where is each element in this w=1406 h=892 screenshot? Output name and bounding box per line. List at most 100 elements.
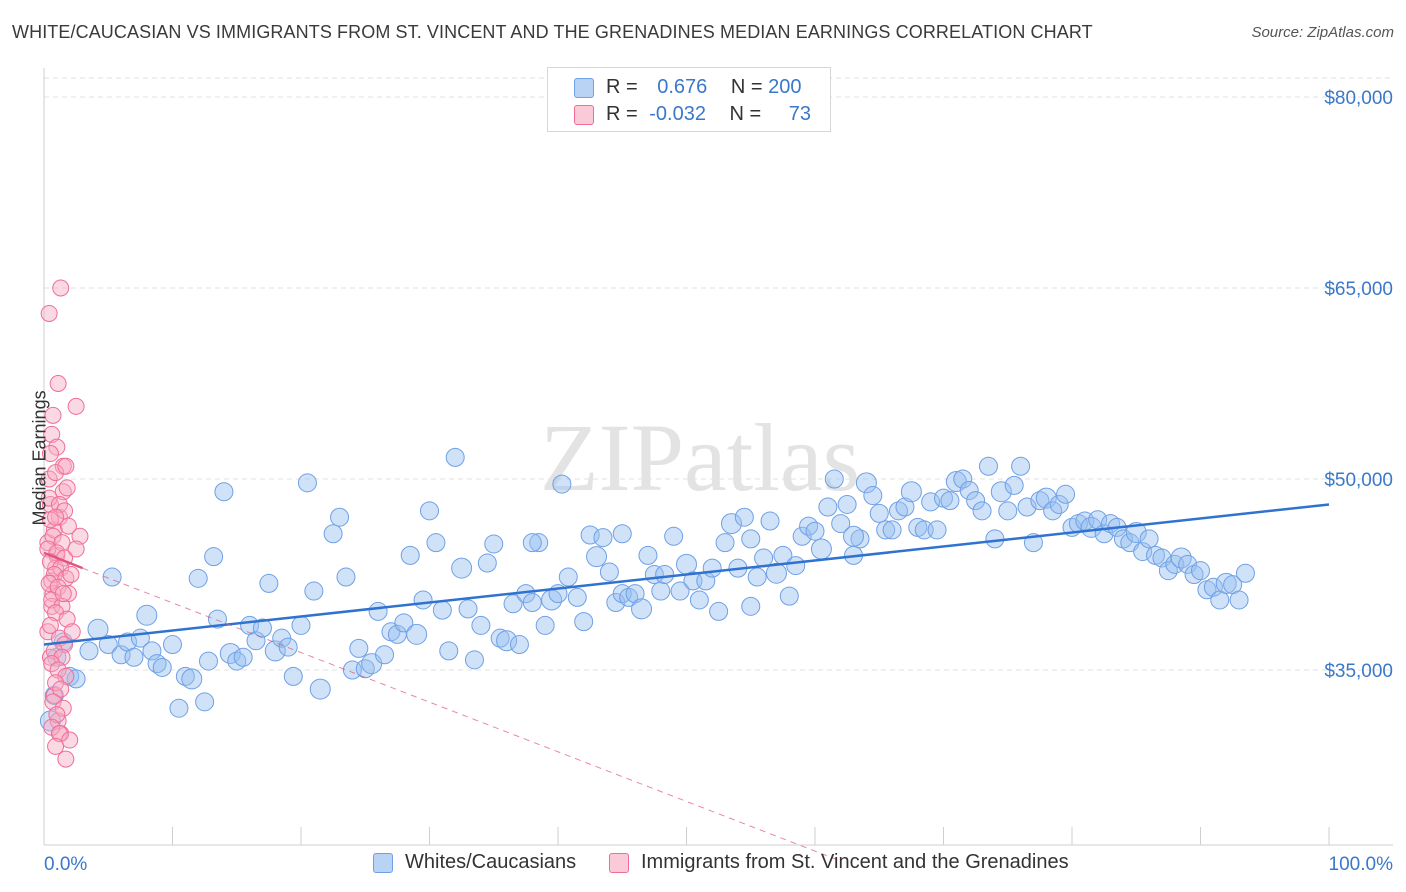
data-point-whites bbox=[567, 587, 587, 607]
data-point-whites bbox=[66, 669, 86, 689]
data-point-svg bbox=[61, 731, 79, 749]
data-point-svg bbox=[49, 375, 67, 392]
bottom-legend-swatch-whites bbox=[373, 853, 393, 873]
data-point-whites bbox=[765, 562, 787, 584]
data-point-whites bbox=[689, 590, 709, 610]
legend-swatch-svg bbox=[574, 105, 594, 125]
data-point-whites bbox=[799, 516, 819, 536]
data-point-whites bbox=[786, 556, 806, 576]
data-point-whites bbox=[631, 598, 653, 620]
data-point-whites bbox=[204, 547, 224, 567]
data-point-whites bbox=[309, 678, 331, 700]
bottom-legend-swatch-svg bbox=[609, 853, 629, 873]
data-point-whites bbox=[1035, 487, 1057, 509]
data-point-whites bbox=[163, 635, 182, 655]
data-point-whites bbox=[837, 494, 857, 514]
data-point-whites bbox=[558, 567, 578, 587]
data-point-whites bbox=[432, 600, 452, 620]
data-point-whites bbox=[451, 557, 473, 579]
data-point-whites bbox=[900, 481, 922, 503]
data-point-whites bbox=[552, 474, 572, 494]
data-point-whites bbox=[169, 698, 189, 718]
data-point-svg bbox=[48, 438, 66, 456]
data-point-svg bbox=[41, 495, 59, 513]
legend-r-value: -0.032 bbox=[649, 103, 706, 125]
chart-title: WHITE/CAUCASIAN VS IMMIGRANTS FROM ST. V… bbox=[12, 22, 1093, 42]
legend-n-label: N = bbox=[730, 76, 763, 98]
data-point-whites bbox=[998, 501, 1018, 521]
data-point-whites bbox=[477, 553, 497, 573]
data-point-whites bbox=[1080, 516, 1102, 538]
data-point-whites bbox=[214, 482, 234, 502]
data-point-svg bbox=[40, 470, 58, 488]
data-point-whites bbox=[612, 524, 632, 544]
data-point-whites bbox=[445, 447, 465, 467]
data-point-whites bbox=[535, 615, 555, 635]
data-point-svg bbox=[58, 479, 76, 497]
data-point-svg bbox=[48, 706, 66, 724]
data-point-whites bbox=[291, 615, 311, 635]
data-point-whites bbox=[599, 562, 619, 582]
data-point-whites bbox=[152, 657, 172, 677]
data-point-svg bbox=[67, 540, 85, 558]
data-point-svg bbox=[57, 457, 75, 475]
data-point-whites bbox=[1215, 572, 1237, 594]
data-point-whites bbox=[985, 529, 1005, 549]
data-point-svg bbox=[47, 464, 65, 482]
data-point-whites bbox=[44, 685, 64, 705]
trend-lines bbox=[43, 503, 1330, 862]
data-point-whites bbox=[464, 650, 484, 670]
source-label: Source: ZipAtlas.com bbox=[1251, 24, 1394, 41]
data-point-whites bbox=[676, 553, 697, 575]
data-point-whites bbox=[670, 581, 690, 601]
data-point-whites bbox=[978, 456, 998, 476]
x-tick-label: 100.0% bbox=[1329, 854, 1394, 875]
data-point-whites bbox=[136, 604, 158, 626]
data-point-svg bbox=[59, 517, 77, 535]
data-point-svg bbox=[54, 699, 72, 717]
data-point-whites bbox=[181, 668, 203, 690]
data-point-svg bbox=[43, 425, 61, 443]
data-point-svg bbox=[41, 511, 59, 529]
data-point-svg bbox=[53, 597, 71, 615]
data-point-whites bbox=[586, 546, 608, 568]
data-point-whites bbox=[198, 651, 218, 671]
data-point-whites bbox=[375, 645, 395, 665]
data-point-whites bbox=[259, 573, 279, 593]
data-point-svg bbox=[44, 693, 62, 711]
data-point-whites bbox=[439, 641, 459, 661]
data-point-whites bbox=[147, 654, 167, 674]
data-point-svg bbox=[45, 686, 63, 704]
data-point-whites bbox=[484, 534, 504, 554]
data-point-svg bbox=[67, 397, 85, 415]
data-point-whites bbox=[810, 538, 832, 560]
data-point-svg bbox=[50, 725, 68, 743]
data-point-svg bbox=[53, 648, 71, 666]
bottom-legend-label-svg: Immigrants from St. Vincent and the Gren… bbox=[641, 851, 1069, 873]
data-point-whites bbox=[574, 612, 594, 632]
data-point-whites bbox=[219, 642, 241, 664]
data-point-svg bbox=[41, 445, 59, 463]
data-point-whites bbox=[1011, 456, 1031, 476]
data-point-svg bbox=[40, 304, 58, 322]
data-point-whites bbox=[792, 526, 812, 546]
data-point-svg bbox=[71, 527, 89, 545]
data-point-whites bbox=[188, 568, 208, 588]
trend-line-svg-extrapolated bbox=[82, 567, 841, 862]
data-point-whites bbox=[1229, 590, 1249, 610]
y-tick-label: $80,000 bbox=[1324, 88, 1393, 109]
data-point-whites bbox=[760, 511, 780, 531]
data-point-whites bbox=[175, 666, 195, 686]
data-point-whites bbox=[593, 528, 613, 548]
data-point-whites bbox=[709, 601, 729, 621]
axes bbox=[43, 68, 1393, 846]
data-point-whites bbox=[400, 545, 420, 565]
data-point-whites bbox=[651, 581, 671, 601]
data-point-whites bbox=[702, 558, 722, 578]
legend-n-value: 73 bbox=[788, 103, 812, 125]
y-tick-label: $65,000 bbox=[1324, 279, 1393, 300]
data-point-svg bbox=[54, 585, 72, 603]
legend-n-value: 200 bbox=[768, 76, 802, 98]
data-point-svg bbox=[47, 508, 65, 526]
